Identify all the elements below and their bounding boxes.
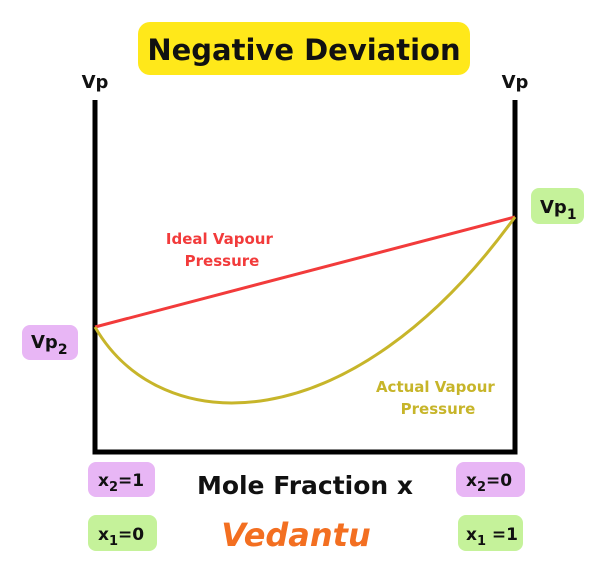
- axis-right-label: Vp: [502, 72, 529, 93]
- right-x1-box: [458, 515, 523, 551]
- vp1-sub: 1: [567, 207, 577, 223]
- actual-label: Actual Vapour Pressure: [376, 378, 500, 418]
- left-x1-rest: =0: [118, 525, 144, 545]
- right-x2-base: x: [466, 471, 477, 491]
- title: Negative Deviation: [147, 33, 460, 67]
- right-x2-label: x2=0: [466, 471, 512, 495]
- right-x1-label: x1 =1: [466, 525, 518, 549]
- x-axis-label: Mole Fraction x: [197, 471, 413, 500]
- left-x1-label: x1=0: [98, 525, 144, 549]
- left-x1-sub: 1: [109, 534, 118, 549]
- ideal-label: Ideal Vapour Pressure: [166, 230, 278, 270]
- left-x2-base: x: [98, 471, 109, 491]
- right-x2-rest: =0: [486, 471, 512, 491]
- axis-left-label: Vp: [82, 72, 109, 93]
- right-x1-sub: 1: [477, 534, 486, 549]
- vp1-box: [531, 188, 584, 224]
- vp1-label: Vp1: [540, 197, 577, 223]
- actual-curve: [93, 216, 517, 405]
- right-x1-rest: =1: [486, 525, 518, 545]
- ideal-label-line: Pressure: [185, 252, 260, 270]
- left-x2-label: x2=1: [98, 471, 144, 495]
- right-x2-box: [456, 462, 525, 497]
- left-x2-rest: =1: [118, 471, 144, 491]
- right-x1-base: x: [466, 525, 477, 545]
- ideal-line: [94, 215, 516, 329]
- left-x2-sub: 2: [109, 480, 118, 495]
- left-x2-box: [88, 462, 155, 497]
- left-x1-box: [88, 515, 157, 551]
- logo: Vedantu: [221, 516, 371, 554]
- vp2-base: Vp: [31, 332, 58, 353]
- vp2-sub: 2: [58, 342, 68, 358]
- left-x1-base: x: [98, 525, 109, 545]
- vp1-base: Vp: [540, 197, 567, 218]
- ideal-label-line: Ideal Vapour: [166, 230, 274, 248]
- vp2-box: [22, 325, 78, 360]
- vp2-label: Vp2: [31, 332, 68, 358]
- actual-label-line: Actual Vapour: [376, 378, 495, 396]
- title-box: [138, 22, 470, 75]
- actual-label-line: Pressure: [401, 400, 476, 418]
- axes: [92, 100, 518, 455]
- right-x2-sub: 2: [477, 480, 486, 495]
